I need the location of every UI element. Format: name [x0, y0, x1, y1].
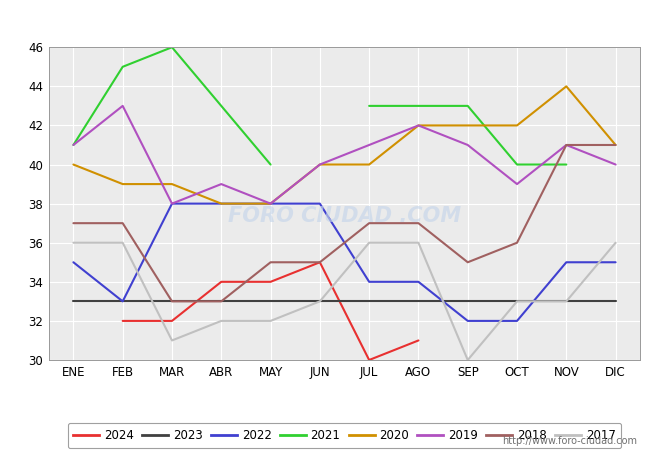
- Text: http://www.foro-ciudad.com: http://www.foro-ciudad.com: [502, 436, 637, 446]
- Text: FORO CIUDAD .COM: FORO CIUDAD .COM: [228, 206, 461, 226]
- Legend: 2024, 2023, 2022, 2021, 2020, 2019, 2018, 2017: 2024, 2023, 2022, 2021, 2020, 2019, 2018…: [68, 423, 621, 448]
- Text: Afiliados en Lomoviejo a 31/8/2024: Afiliados en Lomoviejo a 31/8/2024: [179, 12, 471, 31]
